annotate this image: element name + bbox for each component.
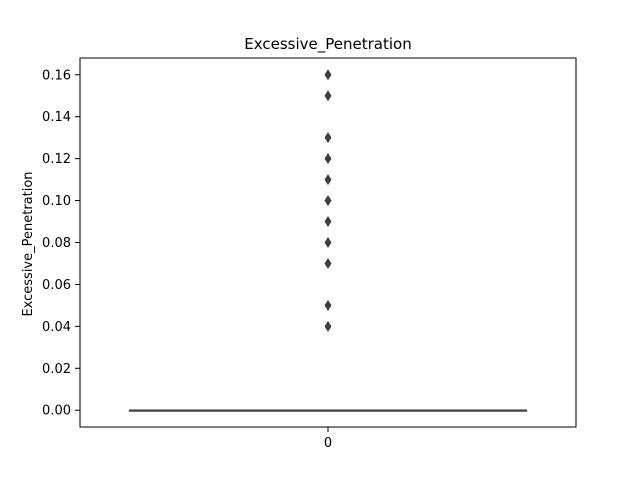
y-tick-label: 0.16 — [42, 68, 71, 83]
box-plot-series — [128, 409, 528, 412]
x-axis-ticks: 0 — [324, 427, 332, 451]
y-axis-ticks: 0.00 0.02 0.04 0.06 0.08 0.10 0.12 0.14 0.16 — [42, 68, 80, 419]
outlier-point — [324, 257, 332, 269]
y-tick-label: 0.00 — [42, 404, 71, 419]
y-tick-label: 0.14 — [42, 110, 71, 125]
outlier-point — [324, 216, 332, 228]
outlier-point — [324, 174, 332, 186]
y-tick-label: 0.08 — [42, 236, 71, 251]
y-tick-label: 0.06 — [42, 278, 71, 293]
y-axis-title: Excessive_Penetration — [21, 171, 36, 316]
outlier-point — [324, 153, 332, 165]
outlier-point — [324, 320, 332, 332]
x-tick-label: 0 — [324, 436, 332, 451]
outlier-point — [324, 195, 332, 207]
y-tick-label: 0.12 — [42, 152, 71, 167]
outlier-point — [324, 69, 332, 81]
outlier-point — [324, 299, 332, 311]
outlier-point — [324, 90, 332, 102]
y-tick-label: 0.04 — [42, 320, 71, 335]
outlier-point — [324, 132, 332, 144]
chart-title: Excessive_Penetration — [244, 35, 411, 54]
outlier-points — [324, 69, 332, 332]
outlier-point — [324, 237, 332, 248]
y-tick-label: 0.02 — [42, 362, 71, 377]
y-tick-label: 0.10 — [42, 194, 71, 209]
